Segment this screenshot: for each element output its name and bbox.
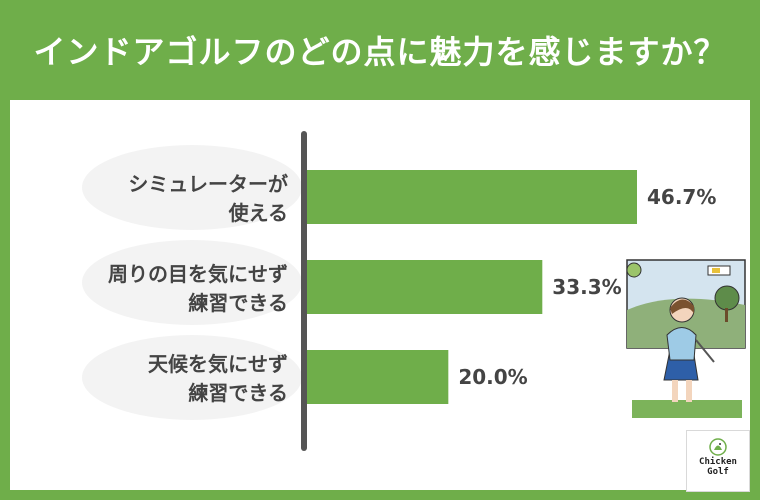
category-label: 周りの目を気にせず — [108, 262, 288, 286]
brand-logo: Chicken Golf — [686, 430, 750, 492]
bar — [307, 260, 543, 314]
value-label: 46.7% — [647, 185, 716, 209]
header-bar: インドアゴルフのどの点に魅力を感じますか？ — [0, 0, 760, 100]
value-label: 20.0% — [458, 365, 527, 389]
logo-text-line2: Golf — [707, 467, 729, 477]
category-label: 練習できる — [188, 381, 288, 405]
chicken-golf-logo-icon — [709, 438, 727, 456]
page-title: インドアゴルフのどの点に魅力を感じますか？ — [33, 33, 727, 71]
category-label: シミュレーターが — [128, 172, 288, 196]
category-label: 使える — [228, 201, 288, 225]
bar — [307, 350, 449, 404]
category-label: 練習できる — [188, 291, 288, 315]
golfer-at-simulator-illustration — [626, 259, 746, 418]
label-bubble-decoration — [82, 240, 302, 325]
value-label: 33.3% — [552, 275, 621, 299]
label-bubble-decoration — [82, 335, 302, 420]
category-label: 天候を気にせず — [148, 352, 288, 376]
bar — [307, 170, 637, 224]
logo-text-line1: Chicken — [699, 457, 737, 467]
label-bubble-decoration — [82, 145, 302, 230]
